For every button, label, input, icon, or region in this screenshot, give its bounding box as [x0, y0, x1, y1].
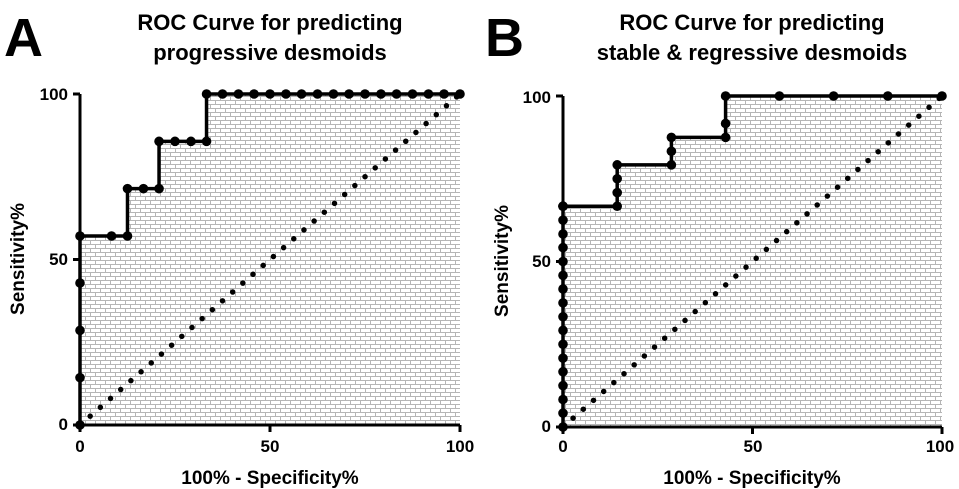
panel-b-y-tick-50: 50: [532, 252, 551, 271]
panel-a-letter: A: [4, 8, 43, 68]
panel-b-letter: B: [485, 8, 524, 68]
panel-a-roc-point-22: [328, 89, 339, 99]
panel-b-roc-point-8: [558, 311, 568, 322]
panel-b-x-tick-0: 0: [558, 437, 567, 456]
panel-b-roc-point-19: [612, 201, 622, 212]
panel-a-roc-point-0: [75, 420, 85, 430]
panel-a-roc-point-17: [249, 89, 259, 99]
panel-b-roc-point-18: [558, 201, 568, 212]
panel-a: A ROC Curve for predicting progressive d…: [4, 8, 474, 489]
panel-a-roc-point-27: [407, 89, 418, 99]
panel-a-reference-line: [77, 91, 463, 428]
panel-b-roc-point-27: [720, 118, 731, 129]
panel-b-roc-point-3: [558, 380, 568, 391]
panel-a-x-tick-0: 0: [75, 437, 84, 456]
panel-b-roc-point-20: [612, 187, 622, 198]
panel-b-roc-point-4: [558, 366, 568, 377]
panel-a-x-axis-label: 100% - Specificity%: [181, 468, 359, 489]
panel-b-auc-area: [563, 96, 942, 427]
panel-a-roc-point-24: [360, 89, 370, 99]
panel-a-roc-point-1: [75, 372, 85, 383]
panel-a-roc-point-28: [423, 89, 434, 99]
panel-b-roc-point-10: [558, 284, 568, 294]
panel-b-reference-line: [560, 93, 945, 430]
panel-a-roc-point-30: [455, 89, 465, 99]
panel-a-y-tick-50: 50: [49, 250, 68, 269]
panel-b-roc-point-22: [612, 160, 622, 170]
panel-b-roc-point-9: [558, 298, 568, 308]
panel-b-roc-point-5: [558, 353, 568, 363]
panel-b-plot-area: [556, 91, 947, 434]
panel-b-roc-point-14: [558, 229, 568, 239]
panel-a-x-tick-50: 50: [261, 437, 280, 456]
panel-b: B ROC Curve for predicting stable & regr…: [485, 8, 954, 489]
panel-a-roc-point-5: [106, 231, 117, 241]
panel-b-roc-point-26: [720, 132, 731, 143]
panel-b-roc-point-1: [558, 408, 568, 418]
panel-b-y-axis-label: Sensitivity%: [492, 205, 513, 317]
panel-a-roc-point-8: [138, 183, 149, 194]
panel-a-roc-point-20: [296, 89, 307, 99]
panel-b-y-tick-0: 0: [542, 417, 551, 436]
panel-a-roc-point-29: [439, 89, 449, 99]
panel-a-y-axis-label: Sensitivity%: [8, 203, 29, 315]
panel-b-title-line-1: ROC Curve for predicting: [619, 10, 884, 35]
panel-a-title-line-2: progressive desmoids: [153, 40, 387, 65]
panel-b-y-tick-100: 100: [523, 88, 551, 107]
panel-b-roc-point-29: [774, 91, 785, 101]
panel-b-roc-point-21: [612, 173, 622, 184]
panel-a-roc-point-16: [233, 89, 244, 99]
panel-a-roc-point-14: [201, 89, 212, 99]
panel-a-roc-point-19: [281, 89, 291, 99]
panel-b-roc-point-11: [558, 270, 568, 281]
panel-a-x-tick-100: 100: [446, 437, 474, 456]
panel-a-y-tick-100: 100: [40, 85, 68, 104]
panel-a-roc-point-13: [201, 136, 212, 147]
panel-b-roc-point-28: [720, 91, 731, 101]
panel-b-x-axis-label: 100% - Specificity%: [663, 468, 841, 489]
panel-b-roc-point-6: [558, 339, 568, 350]
panel-a-roc-point-23: [344, 89, 354, 99]
panel-a-roc-point-2: [75, 325, 85, 336]
panel-a-roc-point-26: [391, 89, 402, 99]
panel-a-roc-point-7: [122, 183, 133, 194]
panel-a-title-line-1: ROC Curve for predicting: [137, 10, 402, 35]
panel-b-roc-point-24: [666, 146, 677, 157]
panel-b-roc-point-12: [558, 256, 568, 267]
panel-a-roc-point-4: [75, 231, 85, 241]
panel-a-roc-point-12: [186, 136, 196, 147]
panel-b-roc-point-13: [558, 242, 568, 253]
panel-b-x-tick-50: 50: [744, 437, 763, 456]
panel-b-title-line-2: stable & regressive desmoids: [597, 40, 908, 65]
panel-b-roc-point-2: [558, 394, 568, 405]
panel-b-roc-point-23: [666, 160, 677, 170]
panel-a-roc-point-9: [154, 183, 164, 194]
panel-b-x-tick-100: 100: [926, 437, 954, 456]
panel-b-roc-point-15: [558, 215, 568, 225]
panel-a-plot-area: [73, 89, 465, 432]
panel-a-roc-point-10: [154, 136, 164, 147]
panel-b-roc-point-0: [558, 422, 568, 432]
panel-a-roc-point-6: [122, 231, 133, 241]
panel-b-roc-point-30: [828, 91, 839, 101]
panel-a-roc-point-3: [75, 278, 85, 288]
panel-b-roc-point-7: [558, 325, 568, 336]
panel-a-roc-point-18: [265, 89, 275, 99]
panel-b-roc-point-25: [666, 132, 677, 143]
panel-b-roc-point-32: [937, 91, 947, 101]
panel-b-roc-point-31: [883, 91, 893, 101]
panel-a-roc-point-21: [312, 89, 323, 99]
panel-a-roc-point-25: [376, 89, 386, 99]
panel-a-roc-point-11: [170, 136, 180, 147]
panel-a-roc-point-15: [217, 89, 228, 99]
panel-a-y-tick-0: 0: [59, 415, 68, 434]
